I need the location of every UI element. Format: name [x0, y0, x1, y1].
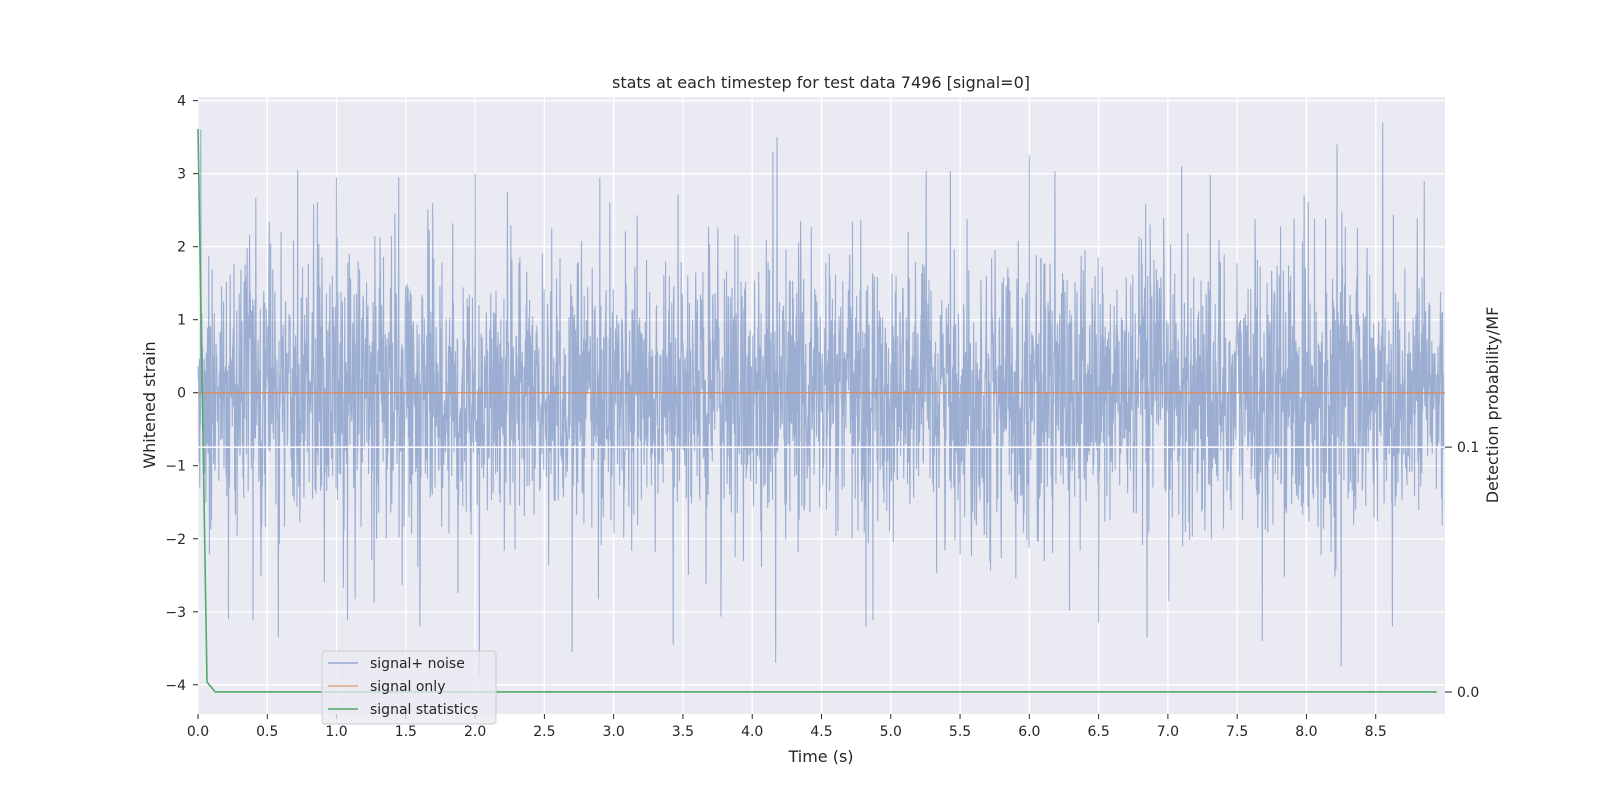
legend-label-signal-statistics: signal statistics [370, 702, 478, 718]
series-signal-noise [197, 122, 1445, 678]
x-tick-label: 7.0 [1157, 724, 1179, 740]
x-tick-label: 7.5 [1226, 724, 1248, 740]
series-signal-statistics [197, 128, 1437, 693]
x-tick-label: 8.5 [1365, 724, 1387, 740]
right-y-axis-label: Detection probability/MF [1483, 307, 1502, 504]
chart-title: stats at each timestep for test data 749… [612, 73, 1030, 92]
y-tick-label: −1 [165, 459, 186, 475]
y-tick-label: 0 [177, 386, 186, 402]
legend-label-signal-only: signal only [370, 679, 445, 695]
x-tick-label: 2.0 [464, 724, 486, 740]
x-tick-label: 8.0 [1295, 724, 1317, 740]
right-tick-label: 0.1 [1457, 440, 1479, 456]
legend: signal+ noise signal only signal statist… [321, 650, 497, 725]
x-axis-label: Time (s) [787, 747, 853, 766]
y-tick-label: 2 [177, 240, 186, 256]
y-tick-label: −4 [165, 678, 186, 694]
x-tick-label: 4.5 [810, 724, 832, 740]
x-tick-label: 1.0 [325, 724, 347, 740]
x-tick-label: 6.0 [1018, 724, 1040, 740]
x-tick-label: 5.0 [880, 724, 902, 740]
legend-label-signal-noise: signal+ noise [370, 656, 465, 672]
x-axis-ticks: 0.0 0.5 1.0 1.5 2.0 2.5 3.0 3.5 4.0 4.5 5.0 5.5 6.0 6… [187, 714, 1387, 740]
y-axis-ticks: −4 −3 −2 −1 0 1 2 3 4 [165, 94, 198, 694]
y-tick-label: 4 [177, 94, 186, 110]
signal-noise-line [197, 122, 1445, 678]
x-tick-label: 3.0 [603, 724, 625, 740]
x-tick-label: 4.0 [741, 724, 763, 740]
right-tick-label: 0.0 [1457, 685, 1479, 701]
y-axis-label: Whitened strain [140, 341, 159, 468]
x-tick-label: 3.5 [672, 724, 694, 740]
y-tick-label: −3 [165, 605, 186, 621]
y-tick-label: −2 [165, 532, 186, 548]
right-axis-ticks: 0.0 0.1 [1445, 440, 1479, 701]
y-tick-label: 3 [177, 167, 186, 183]
x-tick-label: 0.0 [187, 724, 209, 740]
x-tick-label: 5.5 [949, 724, 971, 740]
signal-statistics-line [197, 128, 1437, 693]
legend-box [321, 650, 497, 725]
x-tick-label: 6.5 [1087, 724, 1109, 740]
y-tick-label: 1 [177, 313, 186, 329]
x-tick-label: 2.5 [533, 724, 555, 740]
x-tick-label: 0.5 [256, 724, 278, 740]
x-tick-label: 1.5 [395, 724, 417, 740]
